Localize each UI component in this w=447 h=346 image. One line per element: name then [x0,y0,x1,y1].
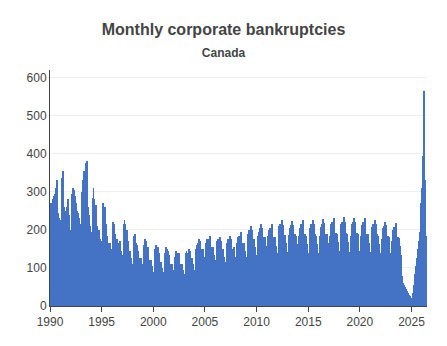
svg-text:400: 400 [27,147,47,161]
svg-text:2000: 2000 [140,315,167,329]
svg-text:500: 500 [27,109,47,123]
svg-text:Canada: Canada [202,46,246,60]
svg-text:100: 100 [27,261,47,275]
svg-text:1995: 1995 [88,315,115,329]
svg-text:2015: 2015 [295,315,322,329]
svg-text:600: 600 [27,71,47,85]
svg-text:2020: 2020 [347,315,374,329]
svg-text:0: 0 [40,299,47,313]
svg-text:1990: 1990 [37,315,64,329]
svg-text:300: 300 [27,185,47,199]
svg-text:Monthly corporate bankruptcies: Monthly corporate bankruptcies [102,21,346,38]
svg-text:2005: 2005 [192,315,219,329]
svg-text:2010: 2010 [243,315,270,329]
svg-text:2025: 2025 [398,315,425,329]
svg-text:200: 200 [27,223,47,237]
